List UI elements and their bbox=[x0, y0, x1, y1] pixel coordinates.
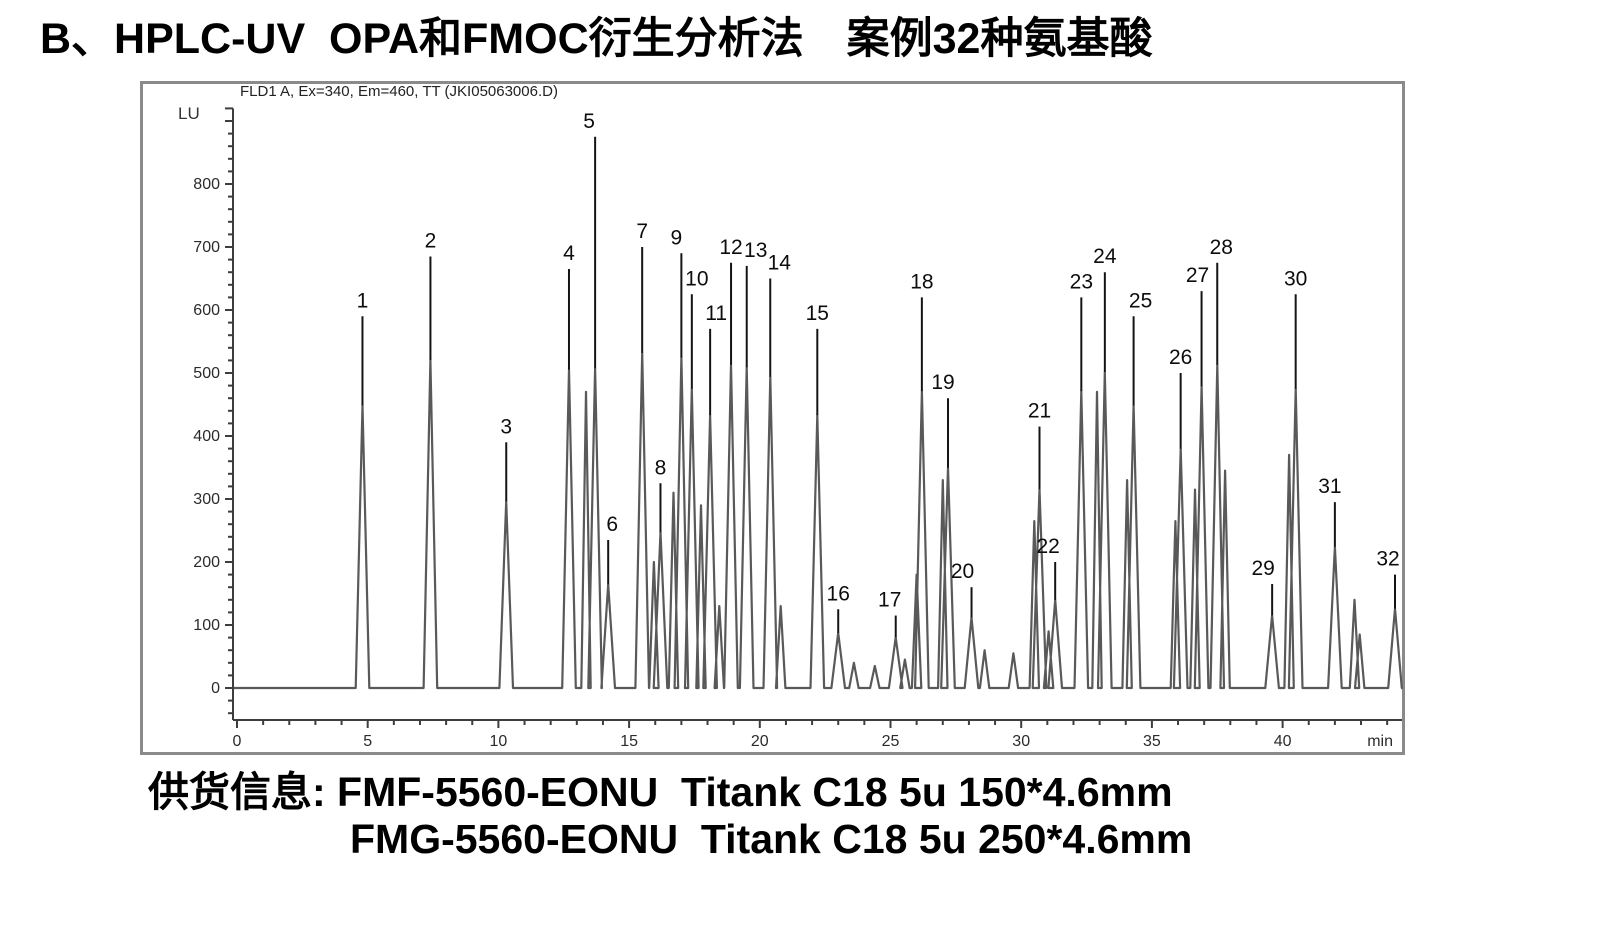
y-tick-label: 200 bbox=[193, 554, 220, 571]
x-tick-label: 40 bbox=[1274, 733, 1292, 750]
y-tick-label: 300 bbox=[193, 491, 220, 508]
peak-number-label: 17 bbox=[878, 589, 901, 612]
peak-number-label: 9 bbox=[671, 226, 683, 249]
peak-number-label: 32 bbox=[1376, 548, 1399, 571]
peak-number-label: 14 bbox=[768, 252, 792, 275]
peak-number-label: 5 bbox=[583, 110, 595, 133]
x-tick-label: 10 bbox=[490, 733, 508, 750]
x-tick-label: 20 bbox=[751, 733, 769, 750]
peak-number-label: 23 bbox=[1070, 270, 1093, 293]
x-tick-label: 0 bbox=[233, 733, 242, 750]
y-tick-label: 100 bbox=[193, 617, 220, 634]
peak-number-label: 1 bbox=[357, 289, 369, 312]
peak-number-label: 3 bbox=[500, 415, 512, 438]
peak-number-label: 10 bbox=[685, 267, 708, 290]
supply-info-line-2: FMG-5560-EONU Titank C18 5u 250*4.6mm bbox=[350, 816, 1193, 862]
peak-number-label: 22 bbox=[1037, 535, 1060, 558]
y-tick-label: 600 bbox=[193, 302, 220, 319]
supply-info-line-1: 供货信息: FMF-5560-EONU Titank C18 5u 150*4.… bbox=[148, 769, 1173, 815]
page-title: B、HPLC-UV OPA和FMOC衍生分析法 案例32种氨基酸 bbox=[40, 15, 1153, 63]
axes bbox=[225, 107, 1402, 728]
peak-number-label: 24 bbox=[1093, 245, 1117, 268]
peak-number-label: 31 bbox=[1318, 475, 1341, 498]
x-tick-label: 35 bbox=[1143, 733, 1161, 750]
y-tick-label: 500 bbox=[193, 365, 220, 382]
chart-header-text: FLD1 A, Ex=340, Em=460, TT (JKI05063006.… bbox=[240, 83, 558, 100]
peak-number-label: 30 bbox=[1284, 267, 1307, 290]
peak-number-label: 2 bbox=[425, 229, 437, 252]
peak-number-label: 19 bbox=[931, 371, 954, 394]
y-tick-label: 700 bbox=[193, 239, 220, 256]
peak-number-label: 11 bbox=[705, 302, 727, 325]
x-axis-unit-label: min bbox=[1367, 733, 1393, 750]
peak-number-label: 25 bbox=[1129, 289, 1152, 312]
x-tick-label: 30 bbox=[1012, 733, 1030, 750]
x-tick-label: 5 bbox=[363, 733, 372, 750]
y-tick-label: 800 bbox=[193, 176, 220, 193]
peak-number-label: 20 bbox=[951, 560, 974, 583]
peak-number-label: 21 bbox=[1028, 400, 1051, 423]
peak-number-label: 6 bbox=[606, 513, 618, 536]
peak-number-label: 26 bbox=[1169, 346, 1192, 369]
y-tick-label: 0 bbox=[211, 680, 220, 697]
plot-frame bbox=[140, 81, 1405, 755]
peak-number-label: 13 bbox=[744, 239, 767, 262]
peak-number-label: 28 bbox=[1210, 236, 1233, 259]
peak-number-label: 8 bbox=[655, 456, 667, 479]
x-tick-label: 15 bbox=[620, 733, 638, 750]
peak-number-label: 16 bbox=[827, 582, 850, 605]
x-tick-label: 25 bbox=[882, 733, 900, 750]
peak-number-label: 29 bbox=[1251, 557, 1274, 580]
peak-number-label: 4 bbox=[563, 242, 575, 265]
peak-number-label: 15 bbox=[806, 302, 829, 325]
peak-number-label: 18 bbox=[910, 270, 933, 293]
peak-number-label: 12 bbox=[719, 236, 742, 259]
peak-number-label: 7 bbox=[636, 220, 648, 243]
y-axis-unit-label: LU bbox=[178, 104, 200, 123]
peak-number-label: 27 bbox=[1186, 264, 1209, 287]
y-tick-label: 400 bbox=[193, 428, 220, 445]
